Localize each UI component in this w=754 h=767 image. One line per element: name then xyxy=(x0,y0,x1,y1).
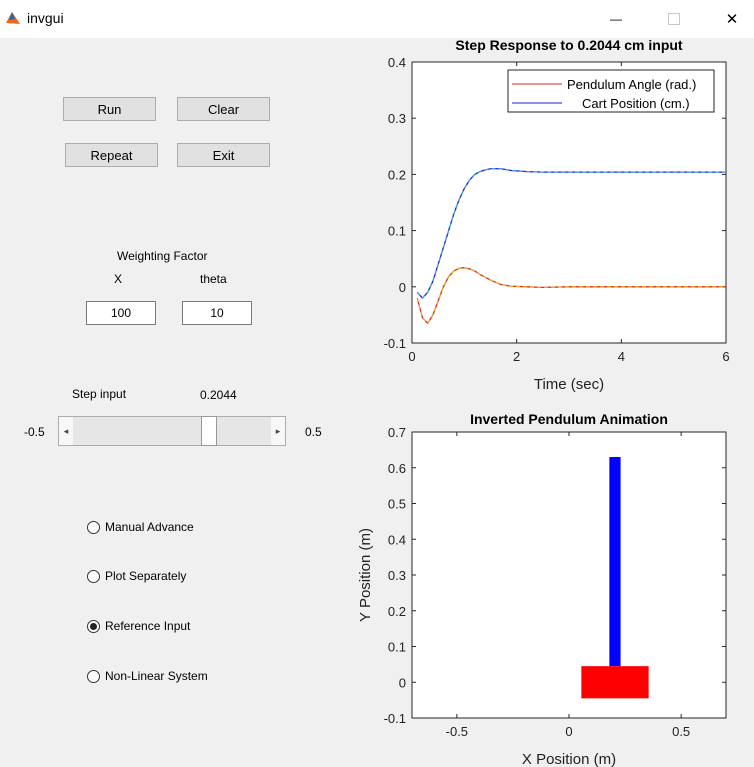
y-tick-label: 0.2 xyxy=(388,604,406,619)
y-tick-label: 0.1 xyxy=(388,224,406,239)
weight-theta-input[interactable] xyxy=(182,301,252,325)
minimize-button[interactable]: — xyxy=(593,4,639,34)
series-line-overlay-1 xyxy=(416,267,726,325)
step-input-slider[interactable]: ◂ ▸ xyxy=(58,416,286,446)
chart-title: Inverted Pendulum Animation xyxy=(470,411,668,427)
clear-button[interactable]: Clear xyxy=(177,97,270,121)
y-tick-label: 0.2 xyxy=(388,167,406,182)
plot-area xyxy=(411,431,727,719)
slider-thumb[interactable] xyxy=(201,416,218,446)
exit-button[interactable]: Exit xyxy=(177,143,270,167)
x-tick-label: -0.5 xyxy=(446,724,468,739)
reference-input-radio[interactable]: Reference Input xyxy=(87,619,190,633)
slider-right-arrow-icon[interactable]: ▸ xyxy=(271,417,285,445)
y-tick-label: 0.5 xyxy=(388,497,406,512)
manual-advance-radio[interactable]: Manual Advance xyxy=(87,520,194,534)
legend: Pendulum Angle (rad.) Cart Position (cm.… xyxy=(507,69,715,113)
weight-theta-label: theta xyxy=(200,272,227,286)
maximize-button[interactable] xyxy=(651,4,697,34)
weighting-factor-heading: Weighting Factor xyxy=(117,249,208,263)
maximize-icon xyxy=(668,13,680,25)
x-tick-label: 4 xyxy=(618,349,625,364)
slider-min-label: -0.5 xyxy=(24,425,45,439)
y-tick-label: 0 xyxy=(399,675,406,690)
cart-block xyxy=(581,666,649,699)
y-tick-label: 0.3 xyxy=(388,111,406,126)
y-tick-label: -0.1 xyxy=(384,711,406,726)
y-tick-label: 0.6 xyxy=(388,461,406,476)
x-axis-label: X Position (m) xyxy=(522,751,616,767)
x-tick-label: 0.5 xyxy=(672,724,690,739)
title-bar: invgui — ✕ xyxy=(0,0,754,38)
chart-title: Step Response to 0.2044 cm input xyxy=(455,38,683,53)
radio-icon xyxy=(87,669,100,683)
x-tick-label: 6 xyxy=(722,349,729,364)
y-tick-label: -0.1 xyxy=(384,336,406,351)
run-button[interactable]: Run xyxy=(63,97,156,121)
minimize-icon: — xyxy=(610,12,622,26)
weight-x-label: X xyxy=(114,272,123,286)
radio-label: Reference Input xyxy=(105,619,191,633)
step-input-value: 0.2044 xyxy=(200,388,237,402)
series-line-overlay-2 xyxy=(416,168,726,299)
radio-label: Plot Separately xyxy=(105,569,187,583)
y-tick-label: 0.3 xyxy=(388,568,406,583)
y-axis-label: Y Position (m) xyxy=(357,528,374,622)
non-linear-system-radio[interactable]: Non-Linear System xyxy=(87,669,208,683)
close-icon: ✕ xyxy=(725,11,739,28)
window-title: invgui xyxy=(27,10,64,26)
y-tick-label: 0 xyxy=(399,280,406,295)
slider-max-label: 0.5 xyxy=(305,425,322,439)
radio-selected-icon xyxy=(87,619,100,633)
radio-label: Manual Advance xyxy=(105,520,194,534)
legend-label: Cart Position (cm.) xyxy=(582,96,690,111)
radio-icon xyxy=(87,520,100,534)
y-tick-label: 0.4 xyxy=(388,532,406,547)
weight-x-input[interactable] xyxy=(86,301,156,325)
close-button[interactable]: ✕ xyxy=(709,4,754,34)
plot-separately-radio[interactable]: Plot Separately xyxy=(87,569,186,583)
step-response-chart: Step Response to 0.2044 cm input Time (s… xyxy=(384,38,730,393)
radio-icon xyxy=(87,569,100,583)
y-tick-label: 0.7 xyxy=(388,425,406,440)
x-axis-label: Time (sec) xyxy=(534,376,604,393)
pendulum-rod xyxy=(609,457,621,667)
y-tick-label: 0.4 xyxy=(388,55,406,70)
slider-left-arrow-icon[interactable]: ◂ xyxy=(59,417,73,445)
matlab-icon xyxy=(6,12,20,24)
step-input-label: Step input xyxy=(72,387,127,401)
radio-label: Non-Linear System xyxy=(105,669,208,683)
repeat-button[interactable]: Repeat xyxy=(65,143,158,167)
y-tick-label: 0.1 xyxy=(388,640,406,655)
legend-label: Pendulum Angle (rad.) xyxy=(567,77,696,92)
x-tick-label: 0 xyxy=(408,349,415,364)
pendulum-animation-chart: Inverted Pendulum Animation X Position (… xyxy=(357,411,727,767)
x-tick-label: 2 xyxy=(513,349,520,364)
x-tick-label: 0 xyxy=(565,724,572,739)
